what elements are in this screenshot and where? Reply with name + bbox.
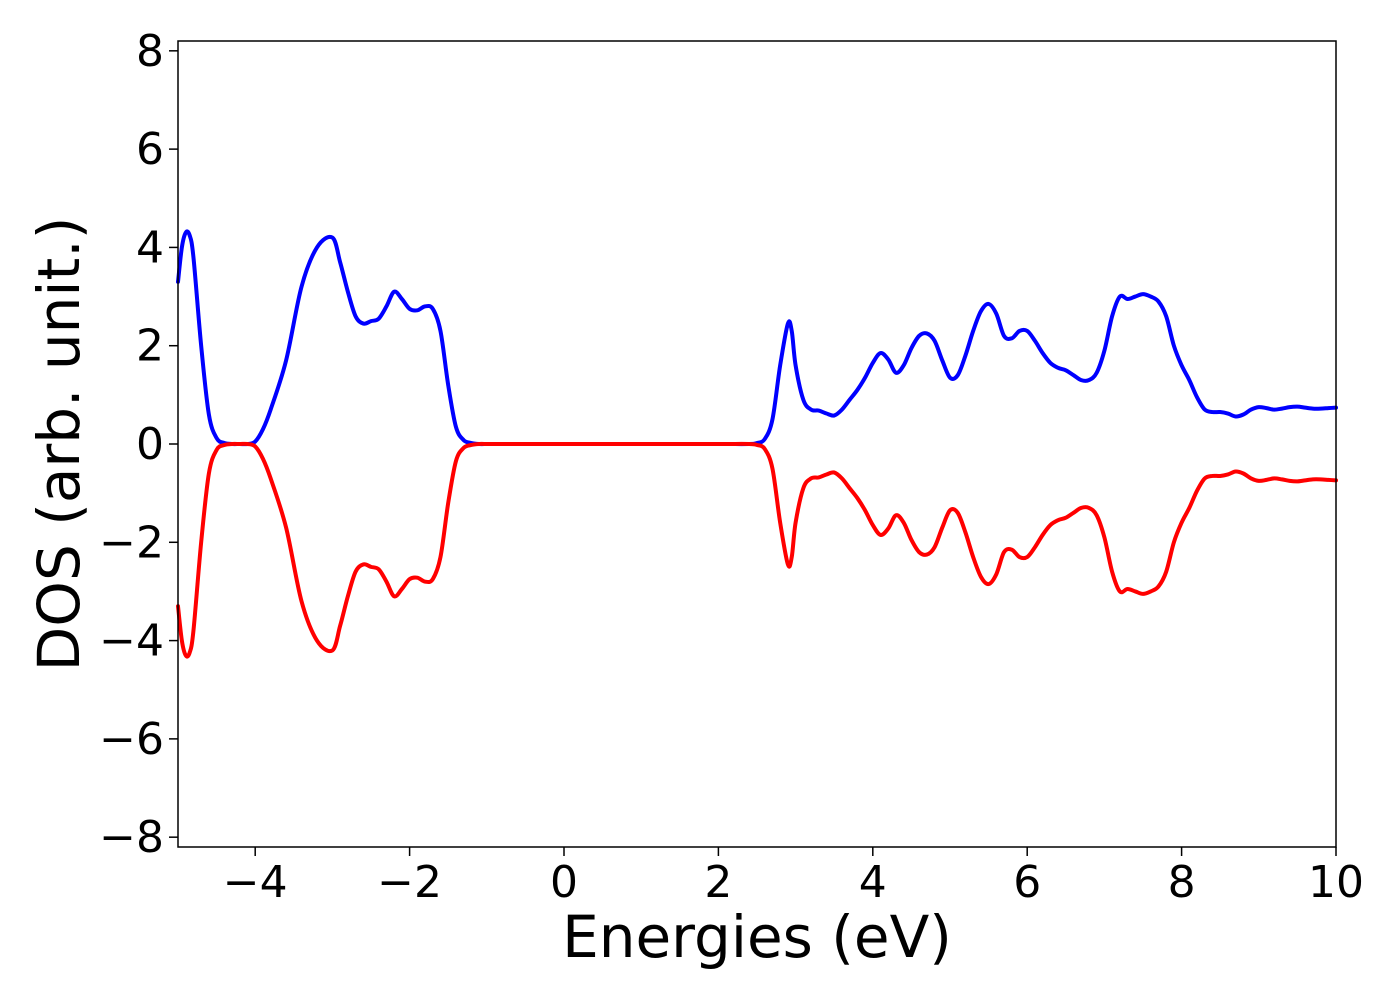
x-tick-label: −4 <box>223 857 288 908</box>
series-line-spin-down <box>176 441 1338 659</box>
y-tick-label: 6 <box>136 124 164 175</box>
x-tick-label: 6 <box>1013 857 1041 908</box>
x-tick-label: −2 <box>377 857 442 908</box>
y-tick-label: 8 <box>136 26 164 77</box>
x-tick-label: 0 <box>550 857 578 908</box>
y-tick-label: −8 <box>99 812 164 863</box>
y-tick-label: −4 <box>99 616 164 667</box>
x-axis-title: Energies (eV) <box>562 903 952 971</box>
x-tick-label: 2 <box>704 857 732 908</box>
y-tick-label: −6 <box>99 714 164 765</box>
y-tick-label: 2 <box>136 321 164 372</box>
y-axis-title: DOS (arb. unit.) <box>25 217 93 672</box>
series-line-spin-up <box>176 229 1338 447</box>
x-tick-label: 4 <box>859 857 887 908</box>
series-layer <box>176 229 1338 659</box>
y-axis: −8 −6 −4 −2 0 2 4 6 8 <box>99 26 178 863</box>
y-tick-label: 4 <box>136 222 164 273</box>
x-tick-label: 10 <box>1308 857 1364 908</box>
y-tick-label: −2 <box>99 517 164 568</box>
x-axis: −4 −2 0 2 4 6 8 10 <box>223 847 1364 908</box>
y-tick-label: 0 <box>136 419 164 470</box>
x-tick-label: 8 <box>1168 857 1196 908</box>
